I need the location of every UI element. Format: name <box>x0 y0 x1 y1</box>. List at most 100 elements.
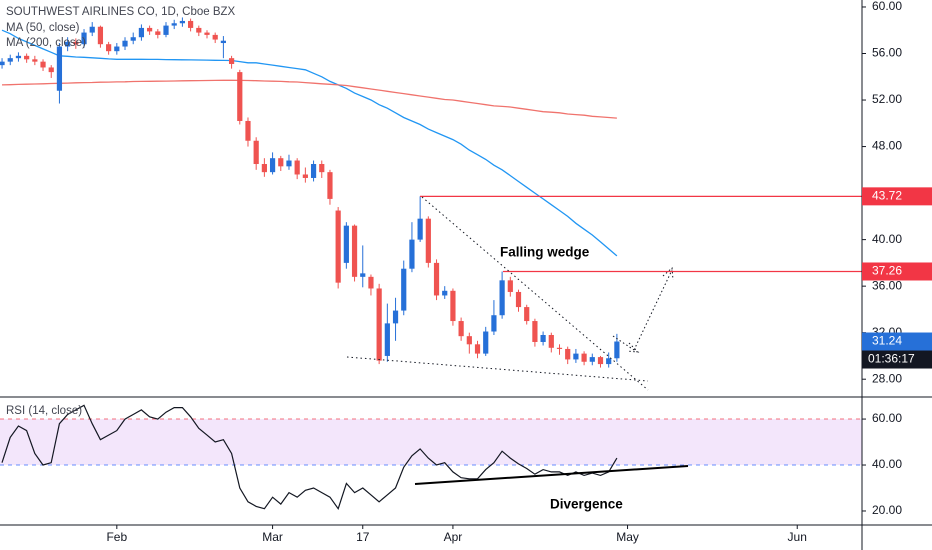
chart-title: SOUTHWEST AIRLINES CO, 1D, Cboe BZX <box>6 6 236 18</box>
rsi-title: RSI (14, close) <box>6 405 82 417</box>
candle-body <box>483 331 489 354</box>
candle-body <box>15 55 22 59</box>
annotation: Falling wedge <box>500 245 590 260</box>
last-price-bg <box>862 332 932 351</box>
candle-body <box>335 210 341 283</box>
y-tick-label: 40.00 <box>872 457 902 471</box>
y-tick-label: 28.00 <box>872 371 902 385</box>
candle-body <box>0 61 5 66</box>
candle-body <box>163 25 169 35</box>
candle-body <box>589 357 595 362</box>
candle-body <box>204 32 210 35</box>
candle-body <box>253 140 259 165</box>
candle-body <box>319 164 325 173</box>
candle-body <box>114 46 120 52</box>
candle-body <box>7 58 13 62</box>
candle-body <box>515 291 522 308</box>
candle-body <box>40 61 46 68</box>
divergence-line <box>414 465 689 485</box>
x-tick-label: Apr <box>444 530 463 544</box>
candle-body <box>56 46 63 91</box>
candle-body <box>237 72 243 121</box>
candle-body <box>179 20 186 24</box>
candle-body <box>606 358 612 365</box>
legend-ma50: MA (50, close) <box>6 22 80 34</box>
candle-body <box>122 40 128 47</box>
line <box>1 79 617 119</box>
candle-body <box>376 288 382 361</box>
x-tick-label: Mar <box>262 530 283 544</box>
candle-body <box>187 20 194 28</box>
candle-body <box>384 323 390 356</box>
candle-body <box>360 273 366 277</box>
candle-body <box>565 348 571 360</box>
countdown-label: 01:36:17 <box>868 352 915 366</box>
x-tick-label: May <box>616 530 639 544</box>
candle-body <box>442 290 448 296</box>
candle-body <box>24 55 30 60</box>
y-tick-label: 60.00 <box>872 0 902 13</box>
candle-body <box>196 27 202 33</box>
candle-body <box>392 310 399 324</box>
legend-ma200: MA (200, close) <box>6 37 86 49</box>
candle-body <box>556 347 563 349</box>
candle-body <box>409 239 415 269</box>
level-label-bg <box>862 262 932 281</box>
y-tick-label: 60.00 <box>872 411 902 425</box>
candle-body <box>474 344 481 354</box>
candle-body <box>524 307 530 322</box>
candle-body <box>302 174 308 178</box>
candle-body <box>294 160 300 175</box>
candle-body <box>466 336 472 345</box>
candle-body <box>573 353 579 360</box>
line <box>1 404 618 511</box>
candle-body <box>220 40 226 44</box>
candle-body <box>540 335 546 342</box>
candle-body <box>130 37 136 41</box>
arrow-up <box>633 266 674 351</box>
candle-body <box>327 172 333 199</box>
candle-body <box>48 67 54 73</box>
candle-body <box>614 341 620 359</box>
candle-body <box>532 321 538 342</box>
candle-body <box>491 315 497 332</box>
candle-body <box>597 357 604 365</box>
candle-body <box>261 164 267 173</box>
candle-body <box>433 262 440 296</box>
candle-body <box>499 280 505 316</box>
candle-body <box>73 41 79 45</box>
candle-body <box>507 280 513 292</box>
y-tick-label: 56.00 <box>872 46 902 60</box>
candle-body <box>581 353 587 362</box>
y-tick-label: 48.00 <box>872 139 902 153</box>
candle-body <box>458 321 464 337</box>
level-label: 43.72 <box>872 189 902 203</box>
candle-body <box>548 335 554 348</box>
level-label-bg <box>862 187 932 206</box>
y-tick-label: 40.00 <box>872 232 902 246</box>
plot-layer <box>0 17 862 511</box>
last-price-label: 31.24 <box>872 334 902 348</box>
level-label: 37.26 <box>872 264 902 278</box>
candle-body <box>450 290 456 322</box>
candle-body <box>155 31 161 35</box>
candle-body <box>97 26 104 45</box>
candle-body <box>343 225 349 263</box>
candle-body <box>81 32 87 45</box>
candle-body <box>368 276 374 289</box>
candle-body <box>351 225 358 277</box>
line <box>1 29 618 257</box>
wedge-upper <box>421 196 649 391</box>
candle-body <box>138 27 145 38</box>
candle-body <box>147 27 153 32</box>
candle-body <box>278 158 284 167</box>
countdown-bg <box>862 350 932 369</box>
candle-body <box>417 218 423 240</box>
candle-body <box>212 34 218 40</box>
x-tick-label: Jun <box>788 530 807 544</box>
candle-body <box>310 164 317 178</box>
y-tick-label: 20.00 <box>872 503 902 517</box>
candle-body <box>245 120 251 141</box>
candle-body <box>228 58 235 64</box>
